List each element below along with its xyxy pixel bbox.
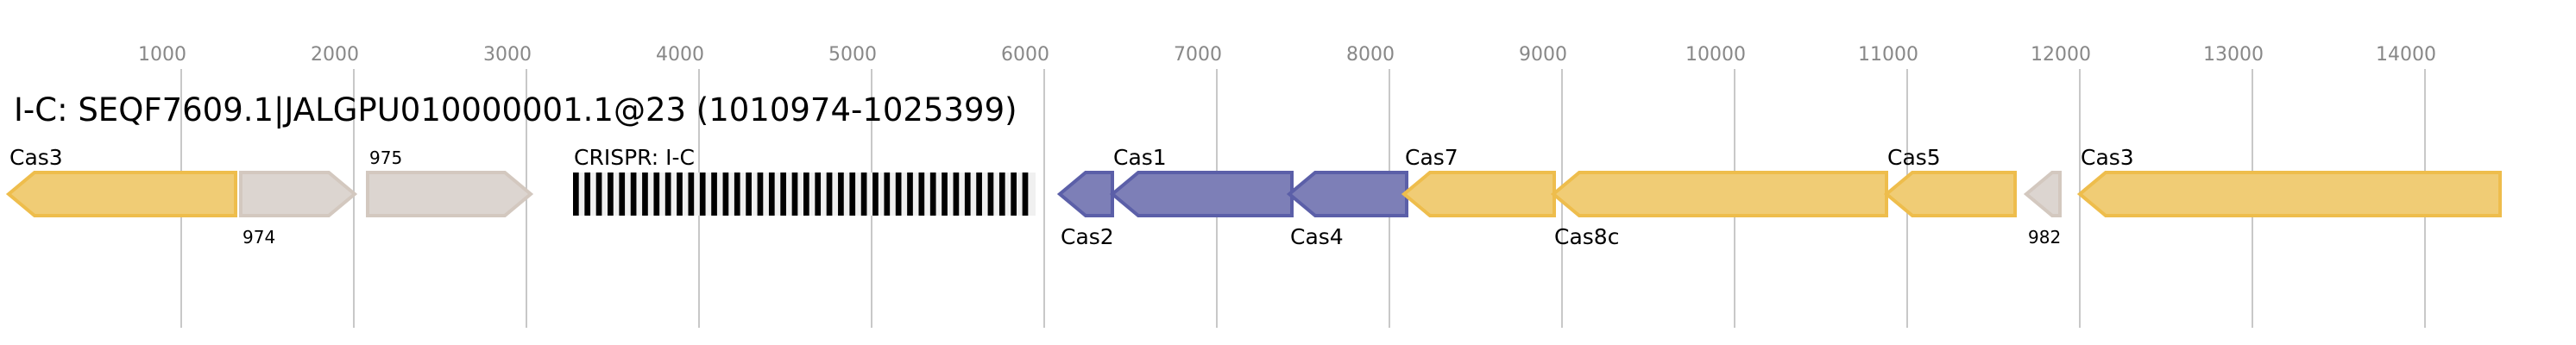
crispr-repeat [895, 172, 902, 216]
feature-crispr-i-c[interactable]: CRISPR: I-C [573, 145, 1036, 216]
tick-label: 1000 [138, 44, 186, 66]
crispr-repeat [664, 172, 671, 216]
crispr-repeat [1011, 172, 1017, 216]
gene-arrow[interactable] [1883, 171, 2017, 217]
crispr-repeat [757, 172, 764, 216]
gene-arrow[interactable] [2023, 171, 2062, 217]
crispr-repeat [953, 172, 960, 216]
gene-arrow[interactable] [2076, 171, 2502, 217]
gene-arrow[interactable] [239, 171, 358, 217]
tick-label: 4000 [656, 44, 704, 66]
crispr-repeat [964, 172, 971, 216]
crispr-repeat [838, 172, 844, 216]
crispr-repeat [826, 172, 833, 216]
feature-cas3[interactable]: Cas3 [5, 145, 237, 217]
gene-arrow[interactable] [5, 171, 237, 217]
crispr-repeat [791, 172, 798, 216]
crispr-repeat [619, 172, 626, 216]
crispr-repeat [688, 172, 695, 216]
feature-974[interactable]: 974 [239, 171, 358, 248]
gene-arrow[interactable] [366, 171, 534, 217]
tick-label: 5000 [828, 44, 877, 66]
tick-label: 7000 [1174, 44, 1222, 66]
crispr-repeat [987, 172, 994, 216]
feature-cas3[interactable]: Cas3 [2076, 145, 2502, 217]
feature-label: 975 [369, 147, 402, 168]
crispr-repeat [746, 172, 752, 216]
crispr-repeat [768, 172, 775, 216]
feature-label: Cas7 [1405, 145, 1458, 170]
tick-label: 11000 [1858, 44, 1918, 66]
tick-label: 6000 [1001, 44, 1049, 66]
gene-arrow[interactable] [1109, 171, 1294, 217]
features: Cas3 974 975 CRISPR: I-C Cas2 Cas1 Cas4 Cas7 Cas… [5, 145, 2502, 249]
feature-label: Cas2 [1061, 224, 1114, 249]
tick-label: 12000 [2031, 44, 2091, 66]
feature-label: Cas8c [1554, 224, 1619, 249]
crispr-repeat [976, 172, 982, 216]
crispr-repeat [584, 172, 591, 216]
crispr-repeat [884, 172, 891, 216]
crispr-repeat [595, 172, 602, 216]
crispr-repeat [608, 172, 614, 216]
feature-label: Cas4 [1290, 224, 1344, 249]
tick-label: 8000 [1346, 44, 1395, 66]
crispr-repeat [929, 172, 936, 216]
tick-label: 10000 [1685, 44, 1746, 66]
feature-label: 982 [2028, 227, 2061, 248]
gene-arrow[interactable] [1401, 171, 1556, 217]
crispr-repeat [998, 172, 1005, 216]
tick-label: 13000 [2203, 44, 2264, 66]
crispr-repeat [780, 172, 786, 216]
crispr-repeat [722, 172, 729, 216]
crispr-repeat [711, 172, 717, 216]
crispr-repeat [573, 172, 579, 216]
gene-arrow[interactable] [1286, 171, 1408, 217]
feature-label: Cas5 [1887, 145, 1941, 170]
crispr-repeat [734, 172, 740, 216]
tick-label: 9000 [1519, 44, 1567, 66]
tick-label: 2000 [311, 44, 359, 66]
feature-982[interactable]: 982 [2023, 171, 2062, 248]
locus-title: I-C: SEQF7609.1|JALGPU010000001.1@23 (10… [14, 91, 1017, 129]
feature-label: Cas3 [2081, 145, 2134, 170]
crispr-repeat [630, 172, 637, 216]
feature-cas1[interactable]: Cas1 [1109, 145, 1294, 217]
gene-arrow[interactable] [1550, 171, 1888, 217]
feature-cas7[interactable]: Cas7 [1401, 145, 1556, 217]
feature-975[interactable]: 975 [366, 147, 534, 217]
crispr-repeat [815, 172, 822, 216]
tick-label: 14000 [2376, 44, 2436, 66]
crispr-repeat [942, 172, 948, 216]
feature-cas5[interactable]: Cas5 [1883, 145, 2017, 217]
tick-label: 3000 [483, 44, 532, 66]
crispr-repeat [677, 172, 683, 216]
feature-label: Cas1 [1113, 145, 1167, 170]
crispr-repeat [653, 172, 660, 216]
crispr-repeat [699, 172, 706, 216]
feature-label: CRISPR: I-C [574, 145, 695, 170]
feature-cas8c[interactable]: Cas8c [1550, 171, 1888, 249]
feature-label: Cas3 [9, 145, 63, 170]
crispr-repeat [1022, 172, 1029, 216]
gene-arrow[interactable] [1056, 171, 1114, 217]
crispr-repeat [803, 172, 809, 216]
crispr-repeat [642, 172, 648, 216]
crispr-repeat [907, 172, 913, 216]
crispr-repeat [849, 172, 856, 216]
feature-label: 974 [242, 227, 275, 248]
crispr-repeat [860, 172, 867, 216]
crispr-repeat [872, 172, 879, 216]
crispr-repeat [918, 172, 925, 216]
feature-cas2[interactable]: Cas2 [1056, 171, 1114, 249]
